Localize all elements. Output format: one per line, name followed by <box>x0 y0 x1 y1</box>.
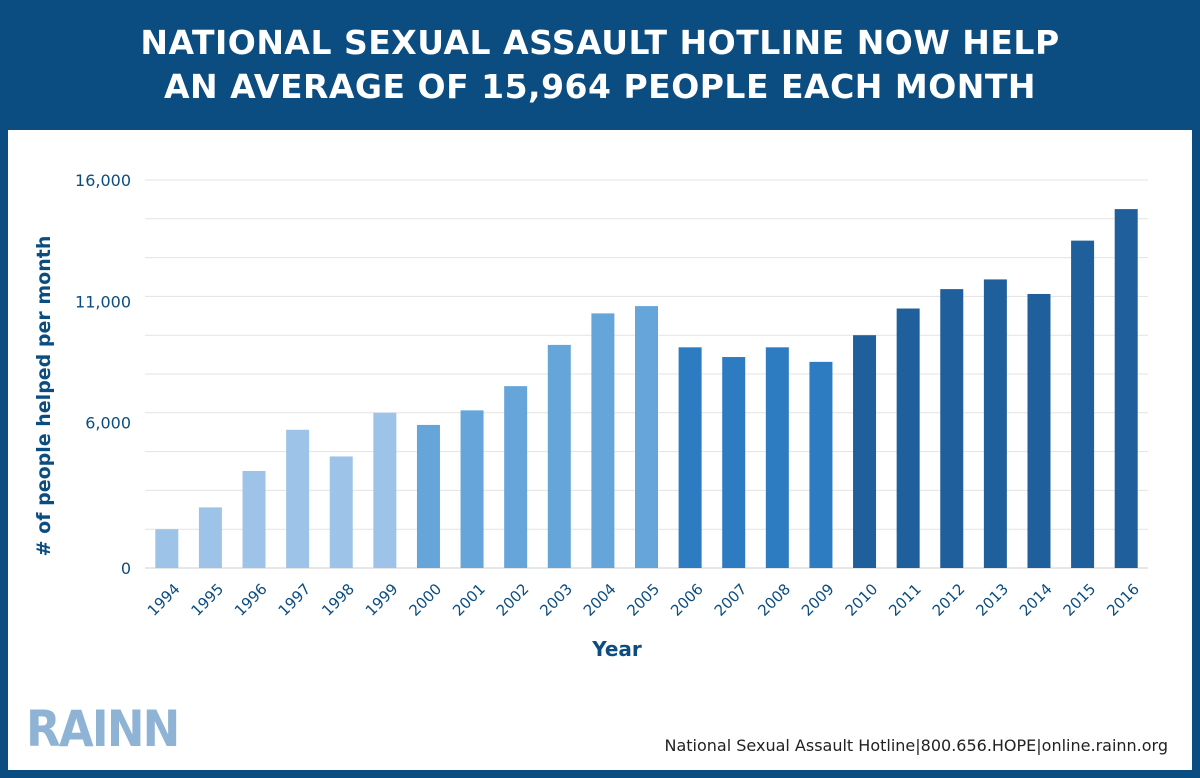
y-tick-label: 0 <box>121 559 131 578</box>
x-tick-label: 2003 <box>536 580 576 620</box>
x-tick-label: 2011 <box>885 580 925 620</box>
bar-2000 <box>416 424 440 568</box>
bar-1998 <box>329 456 353 568</box>
bar-2013 <box>983 279 1007 568</box>
bar-2001 <box>460 410 484 568</box>
x-tick-label: 2009 <box>798 580 838 620</box>
bar-2016 <box>1114 209 1138 568</box>
x-tick-label: 2004 <box>580 580 620 620</box>
bar-2004 <box>591 313 615 568</box>
bars <box>155 209 1138 568</box>
y-tick-label: 16,000 <box>75 171 131 190</box>
y-tick-label: 6,000 <box>85 414 131 433</box>
x-tick-label: 2016 <box>1103 580 1143 620</box>
x-tick-label: 1996 <box>231 580 271 620</box>
x-tick-label: 1997 <box>275 580 315 620</box>
x-tick-label: 2007 <box>711 580 751 620</box>
x-tick-label: 2012 <box>929 580 969 620</box>
bar-1997 <box>286 429 310 568</box>
bar-2011 <box>896 308 920 568</box>
x-tick-label: 2006 <box>667 580 707 620</box>
bar-2005 <box>635 306 658 568</box>
x-tick-label: 2015 <box>1060 580 1100 620</box>
y-axis-ticks: 0 6,000 11,000 16,000 <box>75 171 131 578</box>
x-axis-ticks: 1994 1995 1996 1997 1998 1999 2000 2001 2002 2003… <box>144 580 1143 620</box>
x-tick-label: 1995 <box>187 580 227 620</box>
bar-2015 <box>1071 240 1095 568</box>
x-tick-label: 1994 <box>144 580 184 620</box>
bar-2003 <box>547 344 571 568</box>
y-axis-label: # of people helped per month <box>33 236 55 557</box>
x-tick-label: 1999 <box>362 580 402 620</box>
bar-2010 <box>853 335 877 568</box>
y-tick-label: 11,000 <box>75 292 131 311</box>
bar-chart: 0 6,000 11,000 16,000 1994 1995 1996 1997 1998 1… <box>33 171 1148 661</box>
x-tick-label: 2010 <box>842 580 882 620</box>
bar-1994 <box>155 529 179 568</box>
x-tick-label: 2014 <box>1016 580 1056 620</box>
rainn-logo: RAINN <box>26 700 180 758</box>
x-axis-label: Year <box>591 637 642 661</box>
x-tick-label: 2008 <box>754 580 794 620</box>
title-line-1: NATIONAL SEXUAL ASSAULT HOTLINE NOW HELP <box>140 23 1060 62</box>
x-tick-label: 2005 <box>624 580 664 620</box>
bar-1999 <box>373 412 397 568</box>
x-tick-label: 2002 <box>493 580 533 620</box>
title-line-2: AN AVERAGE OF 15,964 PEOPLE EACH MONTH <box>163 67 1037 106</box>
bar-1995 <box>198 507 222 568</box>
bar-2006 <box>678 347 702 568</box>
bar-2009 <box>809 361 833 568</box>
x-tick-label: 2001 <box>449 580 489 620</box>
bar-2012 <box>940 289 964 568</box>
bar-2008 <box>765 347 789 568</box>
header-banner: NATIONAL SEXUAL ASSAULT HOTLINE NOW HELP… <box>0 0 1200 130</box>
x-tick-label: 2000 <box>405 580 445 620</box>
x-tick-label: 1998 <box>318 580 358 620</box>
bar-2002 <box>504 386 528 568</box>
bar-1996 <box>242 471 266 568</box>
x-tick-label: 2013 <box>972 580 1012 620</box>
chart-panel: 0 6,000 11,000 16,000 1994 1995 1996 1997 1998 1… <box>8 130 1192 770</box>
hotline-contact-text: National Sexual Assault Hotline|800.656.… <box>664 736 1169 755</box>
bar-2014 <box>1027 293 1051 568</box>
bar-2007 <box>722 357 746 568</box>
